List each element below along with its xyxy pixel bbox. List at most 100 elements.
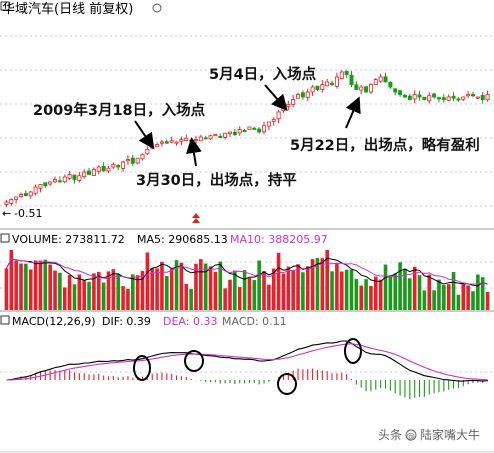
volume-bar xyxy=(199,259,203,310)
volume-bar xyxy=(247,277,252,310)
candle-body xyxy=(330,82,335,85)
volume-bar xyxy=(276,252,281,310)
volume-bar xyxy=(456,294,461,310)
candle xyxy=(53,176,58,184)
candle-body xyxy=(193,139,198,142)
candle-body xyxy=(436,97,441,100)
volume-bar xyxy=(330,271,334,310)
volume-bar xyxy=(257,260,261,310)
candle xyxy=(227,131,232,137)
candle-body xyxy=(57,180,62,183)
candle-body xyxy=(378,76,383,82)
candle xyxy=(57,176,62,183)
watermark-author: 陆家嘴大牛 xyxy=(420,427,480,442)
candle xyxy=(91,167,96,176)
arrow-sell2 xyxy=(345,96,361,129)
macd-dea-line xyxy=(6,343,488,381)
volume-bar xyxy=(135,275,140,310)
candle xyxy=(276,109,281,124)
candle-body xyxy=(310,86,315,93)
candle xyxy=(330,80,335,86)
cross-circle-1 xyxy=(133,355,151,381)
candle xyxy=(432,92,437,99)
volume-header-icon xyxy=(0,233,10,243)
current-marker-icon xyxy=(192,213,200,218)
volume-bar xyxy=(19,263,23,310)
candle xyxy=(111,162,116,169)
volume-bar xyxy=(354,279,359,310)
watermark: 头条 @ 陆家嘴大牛 xyxy=(378,427,480,442)
watermark-at-icon xyxy=(405,429,417,441)
volume-bar xyxy=(252,280,257,310)
candle-body xyxy=(174,141,179,144)
volume-bar xyxy=(82,279,86,310)
volume-bar xyxy=(383,264,388,310)
candle xyxy=(135,157,140,165)
candle xyxy=(475,96,480,99)
candle-body xyxy=(427,95,432,102)
candle-body xyxy=(82,171,87,178)
candle xyxy=(402,93,407,99)
candle xyxy=(155,142,160,148)
candle xyxy=(368,83,373,94)
watermark-source: 头条 xyxy=(378,428,402,442)
candle xyxy=(480,92,485,104)
volume-bar xyxy=(194,263,198,310)
volume-bar xyxy=(267,284,271,310)
candle-body xyxy=(38,184,43,189)
price-settings-icon[interactable] xyxy=(152,3,162,13)
candle xyxy=(247,126,252,130)
price-min-arrow: ← xyxy=(2,207,11,220)
candle xyxy=(121,160,126,172)
candle-body xyxy=(62,176,67,183)
candle xyxy=(296,92,301,99)
candle-body xyxy=(291,99,296,105)
candle-body xyxy=(344,71,349,75)
volume-bar xyxy=(442,285,446,310)
volume-bar xyxy=(403,268,407,310)
candle xyxy=(203,135,208,140)
candle xyxy=(28,190,33,199)
price-min-label: -0.51 xyxy=(14,207,42,220)
candle xyxy=(266,121,271,131)
candle xyxy=(485,90,490,102)
candle xyxy=(189,139,194,142)
candle-body xyxy=(140,154,145,160)
candle xyxy=(150,146,155,150)
candle-body xyxy=(266,121,271,127)
candle xyxy=(252,126,257,130)
candle-body xyxy=(19,194,24,198)
candle-body xyxy=(398,90,403,95)
candle-body xyxy=(451,95,456,99)
candle xyxy=(174,141,179,146)
volume-bar xyxy=(305,266,310,310)
candle-body xyxy=(349,74,354,85)
candle-body xyxy=(276,111,281,120)
volume-bar xyxy=(174,260,179,310)
candle xyxy=(398,90,403,97)
volume-bar xyxy=(369,285,373,310)
volume-bar xyxy=(480,277,485,310)
candle xyxy=(145,146,150,156)
volume-bar xyxy=(43,259,48,310)
candle-body xyxy=(422,96,427,100)
volume-bar xyxy=(101,282,106,310)
volume-bar xyxy=(24,263,28,310)
candle-body xyxy=(402,94,407,98)
volume-bar xyxy=(14,260,18,310)
candle xyxy=(417,90,422,101)
volume-bar xyxy=(427,274,432,310)
candle xyxy=(87,168,92,176)
candle-body xyxy=(485,94,490,101)
candle-body xyxy=(198,136,203,142)
volume-bar xyxy=(33,260,38,310)
volume-ma5: MA5: 290685.13 xyxy=(137,233,228,246)
candle-body xyxy=(155,144,160,148)
candle-body xyxy=(393,88,398,93)
candle xyxy=(257,127,262,134)
candle-body xyxy=(368,84,373,93)
macd-value: MACD: 0.11 xyxy=(222,315,287,328)
candle xyxy=(422,96,427,101)
cross-circle-2 xyxy=(184,350,204,372)
candle-body xyxy=(14,196,19,200)
